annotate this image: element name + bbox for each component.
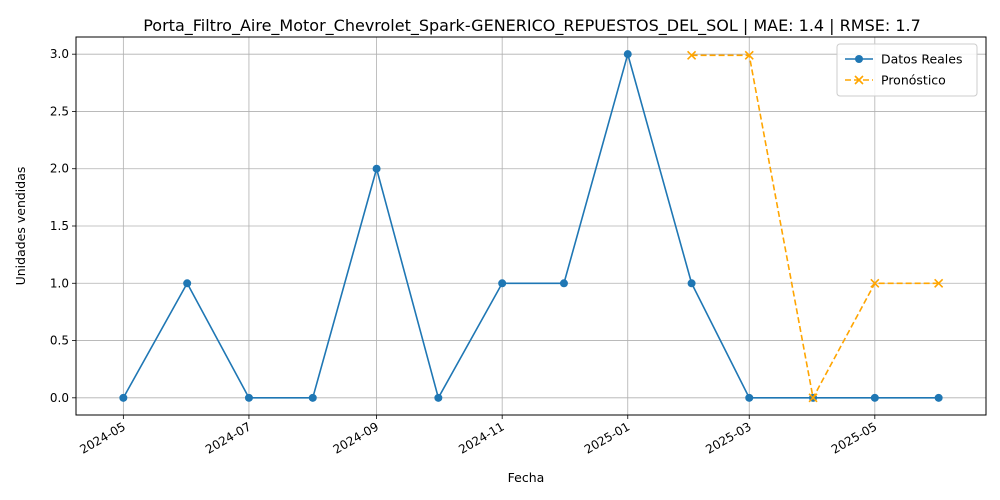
y-tick-label: 2.0 <box>50 162 69 176</box>
actual-point <box>308 393 317 402</box>
x-axis-label: Fecha <box>508 470 545 485</box>
legend-forecast-label: Pronóstico <box>881 73 946 88</box>
chart-title: Porta_Filtro_Aire_Motor_Chevrolet_Spark-… <box>143 16 921 36</box>
actual-point <box>559 279 568 288</box>
actual-point <box>745 393 754 402</box>
actual-point <box>244 393 253 402</box>
legend-forecast-marker <box>854 75 864 85</box>
actual-series-line <box>122 53 939 399</box>
actual-point <box>183 279 192 288</box>
y-tick-label: 3.0 <box>50 47 69 61</box>
y-tick-label: 0.5 <box>50 334 69 348</box>
legend-box <box>836 43 978 97</box>
legend-actual-marker <box>855 55 863 63</box>
actual-point <box>434 393 443 402</box>
actual-point <box>623 50 632 59</box>
forecast-point <box>808 393 818 403</box>
actual-point <box>870 393 879 402</box>
y-tick-label: 1.0 <box>50 276 69 290</box>
actual-point <box>498 279 507 288</box>
actual-point <box>934 393 943 402</box>
y-tick-label: 2.5 <box>50 104 69 118</box>
forecast-point <box>870 278 880 288</box>
actual-point <box>372 164 381 173</box>
legend: Datos Reales Pronóstico <box>836 43 978 97</box>
forecast-point <box>934 278 944 288</box>
y-tick-label: 1.5 <box>50 219 69 233</box>
legend-actual-label: Datos Reales <box>881 52 962 67</box>
forecast-point <box>744 50 754 60</box>
forecast-point <box>687 50 697 60</box>
y-axis-label: Unidades vendidas <box>13 167 28 286</box>
y-tick-label: 0.0 <box>50 391 69 405</box>
actual-point <box>119 393 128 402</box>
actual-point <box>687 279 696 288</box>
series-layer <box>119 50 944 403</box>
